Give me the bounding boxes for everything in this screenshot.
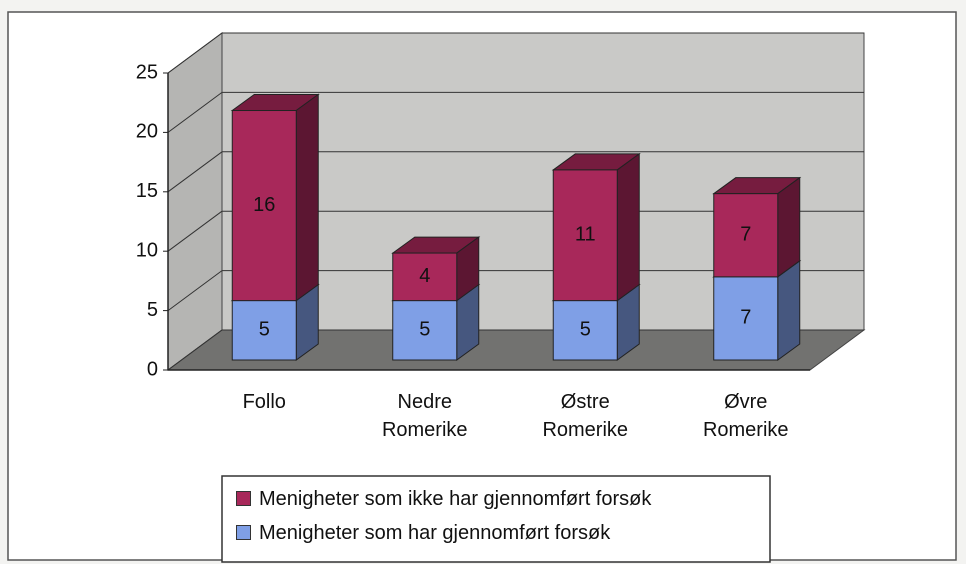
grid-line [167,91,223,133]
legend-entry: Menigheter som har gjennomført forsøk [236,522,610,545]
legend-swatch [236,491,251,506]
bar-front [552,169,618,302]
bar-front [713,193,779,278]
legend-box [221,475,771,563]
y-tick-label: 25 [136,61,158,83]
bar [391,283,481,361]
x-tick-label: Østre Romerike [542,391,629,441]
bar-front [552,300,618,361]
bar [230,93,320,302]
bar [391,236,481,302]
bar-side [777,176,801,278]
data-label: 5 [259,319,270,341]
data-label: 5 [580,319,591,341]
y-tick-label: 20 [136,121,158,143]
y-tick-label: 10 [136,239,158,261]
data-label: 7 [740,224,751,246]
bar-front [713,276,779,361]
bar-side [295,93,319,302]
side-wall [167,32,223,371]
x-tick-label: Øvre Romerike [702,391,789,441]
bar-side [777,259,801,361]
grid-line [167,32,223,74]
x-tick-label: Nedre Romerike [381,391,468,441]
y-tick-label: 15 [136,180,158,202]
data-label: 5 [419,319,430,341]
grid-line [167,210,223,252]
data-label: 7 [740,307,751,329]
data-label: 4 [419,265,430,287]
bar [712,176,802,278]
grid-line [167,270,223,312]
legend-label: Menigheter som har gjennomført forsøk [259,522,611,544]
bar-front [231,300,297,361]
y-tick-label: 5 [147,299,158,321]
grid-line [167,329,223,371]
data-label: 16 [253,194,275,216]
legend-label: Menigheter som ikke har gjennomført fors… [259,488,652,510]
x-tick-label: Follo [242,391,286,413]
y-tick-label: 0 [147,358,158,380]
legend-entry: Menigheter som ikke har gjennomført fors… [236,488,651,511]
bar [551,152,641,302]
grid-line [167,151,223,193]
legend-swatch [236,525,251,540]
bar-side [616,152,640,302]
data-label: 11 [575,224,596,246]
bar-front [392,300,458,361]
bar-front [392,252,458,302]
bar-front [231,110,297,302]
